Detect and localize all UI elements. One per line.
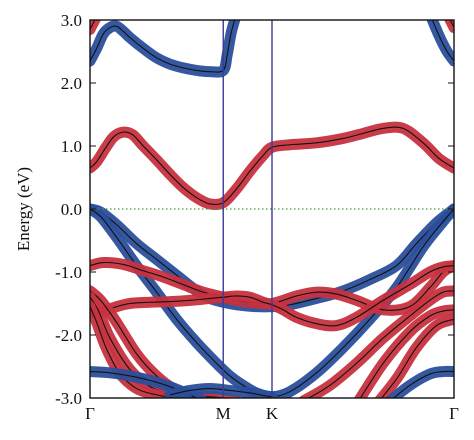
band-12 (90, 301, 210, 398)
band-2-line (90, 20, 236, 73)
band-2 (90, 20, 241, 78)
band-1 (90, 121, 454, 211)
y-tick-label-3: 1.0 (61, 137, 82, 156)
y-tick-label-6: -2.0 (55, 326, 82, 345)
x-tick-label-3: K (266, 404, 279, 423)
y-axis: 3.0 2.0 1.0 0.0 -1.0 -2.0 -3.0 (55, 11, 454, 408)
band-14 (374, 313, 454, 398)
band-15-line (307, 290, 454, 398)
band-12-line (90, 306, 181, 398)
band-13 (353, 304, 454, 398)
y-tick-label-1: 3.0 (61, 11, 82, 30)
y-tick-label-4: 0.0 (61, 200, 82, 219)
band-3-line (431, 20, 454, 62)
band-15 (298, 285, 454, 398)
band-9 (90, 260, 454, 332)
reference-lines (90, 20, 454, 398)
x-tick-label-1: Γ (85, 404, 95, 423)
y-tick-label-2: 2.0 (61, 74, 82, 93)
x-tick-label-4: Γ (449, 404, 459, 423)
x-tick-label-2: M (216, 404, 231, 423)
band-13-line (359, 309, 454, 398)
y-tick-label-7: -3.0 (55, 389, 82, 408)
band-18-line (169, 388, 273, 398)
band-9-line (90, 265, 454, 327)
y-tick-label-5: -1.0 (55, 263, 82, 282)
band-14-line (380, 318, 454, 398)
band-17 (385, 365, 454, 398)
band-lines (90, 20, 454, 398)
band-1-line (90, 126, 454, 206)
band-3 (426, 20, 454, 67)
y-axis-title: Energy (eV) (14, 167, 33, 251)
band-18 (164, 383, 278, 398)
band-17-line (392, 370, 454, 398)
